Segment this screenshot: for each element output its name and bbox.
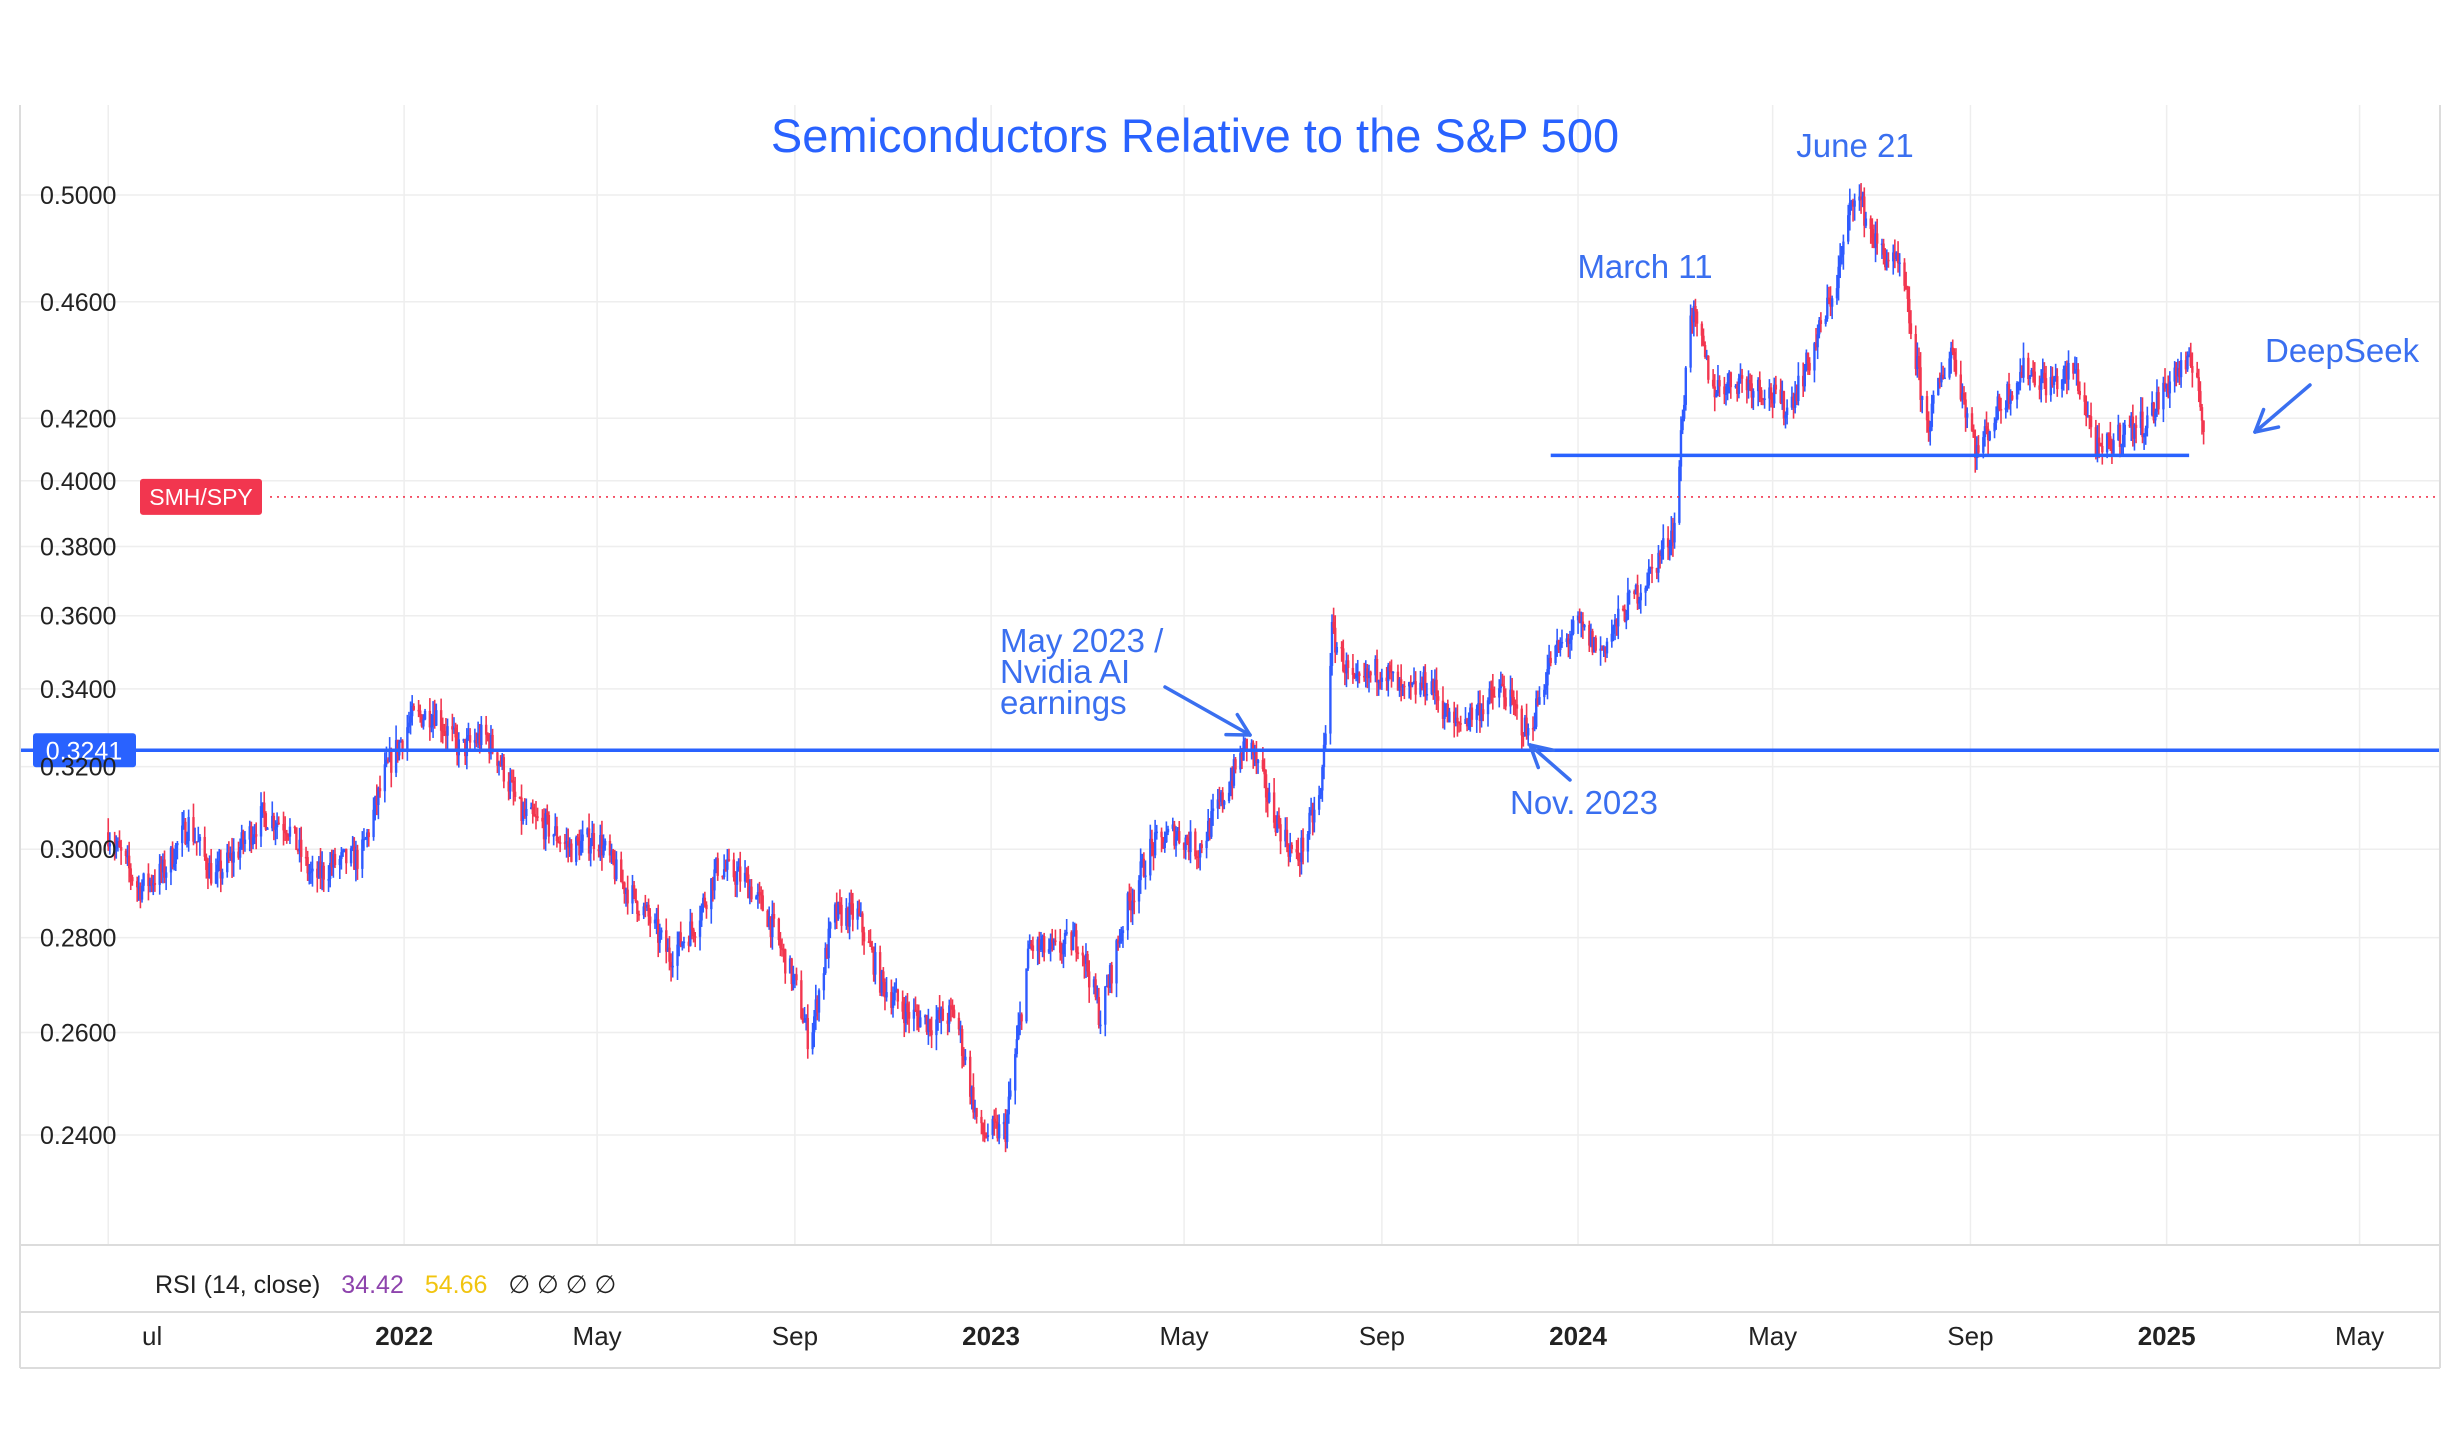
candle [295,827,297,850]
x-tick-label: 2025 [2138,1321,2196,1351]
y-tick-label: 0.4600 [40,289,116,317]
y-tick-label: 0.3800 [40,533,116,561]
rsi-placeholders: ∅ ∅ ∅ ∅ [508,1271,616,1299]
svg-text:RSI (14, close) 34.42: RSI (14, close) 34.42 54.66 ∅ ∅ ∅ ∅ [155,1271,616,1299]
annotation-deepseek: DeepSeek [2265,332,2420,369]
y-tick-label: 0.2400 [40,1122,116,1150]
x-tick-label: May [1748,1321,1797,1351]
candle [1707,355,1709,383]
x-tick-label: Sep [1359,1321,1405,1351]
x-tick-label: ul [142,1321,162,1351]
symbol-badge-label: SMH/SPY [149,484,253,510]
x-tick-label: May [2335,1321,2384,1351]
y-tick-label: 0.4200 [40,405,116,433]
y-tick-label: 0.3400 [40,676,116,704]
x-tick-label: May [1160,1321,1209,1351]
y-tick-label: 0.3000 [40,836,116,864]
candle [1025,968,1027,1023]
rsi-legend: RSI (14, close) 34.42 54.66 ∅ ∅ ∅ ∅ [155,1271,616,1299]
chart-title: Semiconductors Relative to the S&P 500 [771,109,1619,162]
annotation-june-21: June 21 [1796,127,1913,164]
x-tick-label: 2024 [1549,1321,1607,1351]
candle [1685,366,1687,411]
annotation-march-11: March 11 [1577,248,1712,285]
relative-strength-chart: 0.3241SMH/SPY 0.24000.26000.28000.30000.… [0,0,2456,1436]
rsi-value-2: 54.66 [425,1271,488,1299]
y-tick-label: 0.3200 [40,754,116,782]
y-tick-label: 0.2600 [40,1019,116,1047]
x-tick-label: May [573,1321,622,1351]
y-tick-label: 0.3600 [40,603,116,631]
candle [1989,431,1991,441]
rsi-label: RSI (14, close) [155,1271,320,1299]
x-tick-label: 2023 [962,1321,1020,1351]
chart-container: 0.3241SMH/SPY 0.24000.26000.28000.30000.… [0,0,2456,1436]
rsi-value-1: 34.42 [341,1271,404,1299]
y-tick-label: 0.5000 [40,182,116,210]
x-tick-label: Sep [1947,1321,1993,1351]
candle [1595,635,1597,653]
annotation-nov-2023: Nov. 2023 [1510,784,1658,821]
y-tick-label: 0.2800 [40,925,116,953]
y-tick-label: 0.4000 [40,468,116,496]
x-tick-label: Sep [772,1321,818,1351]
x-tick-label: 2022 [375,1321,433,1351]
